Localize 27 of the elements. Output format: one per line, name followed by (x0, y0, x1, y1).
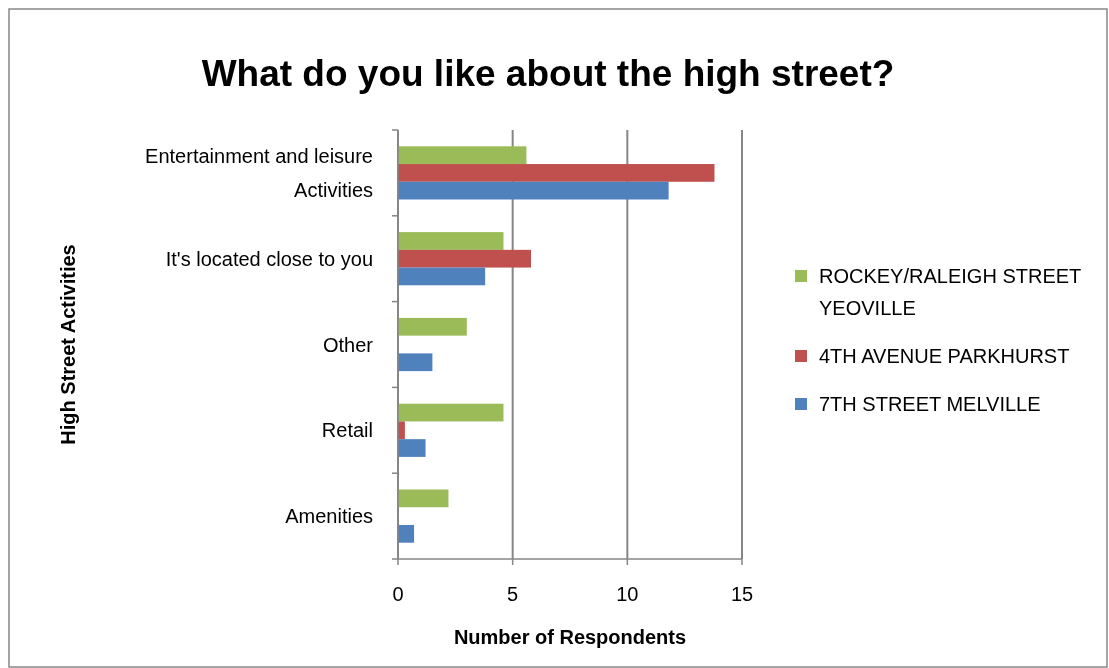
bar (398, 267, 486, 286)
chart-title: What do you like about the high street? (201, 53, 895, 94)
x-tick-label: 5 (507, 583, 519, 605)
bar (398, 489, 449, 508)
y-tick-label: Retail (321, 419, 373, 442)
y-tick-label: It's located close to you (165, 247, 373, 270)
bar (398, 181, 669, 200)
bar (398, 439, 426, 457)
legend-label: 4TH AVENUE PARKHURST (819, 345, 1070, 367)
x-tick-label: 0 (392, 583, 404, 605)
legend-label: 7TH STREET MELVILLE (819, 393, 1041, 415)
bar (398, 249, 532, 268)
bar (398, 317, 467, 336)
legend-label: ROCKEY/RALEIGH STREET YEOVILLE (819, 265, 1082, 319)
y-tick-label: Entertainment and leisure Activities (145, 144, 373, 201)
bar (398, 524, 415, 543)
bar (398, 353, 433, 372)
x-tick-label: 10 (616, 583, 639, 605)
bar (398, 232, 504, 250)
bar (398, 164, 715, 182)
y-tick-label: Amenities (285, 505, 373, 528)
x-tick-label: 15 (730, 583, 754, 605)
bar (398, 146, 527, 165)
x-axis-title: Number of Respondents (453, 626, 687, 648)
y-tick-label: Other (322, 333, 374, 356)
y-axis-title: High Street Activities (57, 244, 79, 445)
bar (398, 403, 504, 422)
